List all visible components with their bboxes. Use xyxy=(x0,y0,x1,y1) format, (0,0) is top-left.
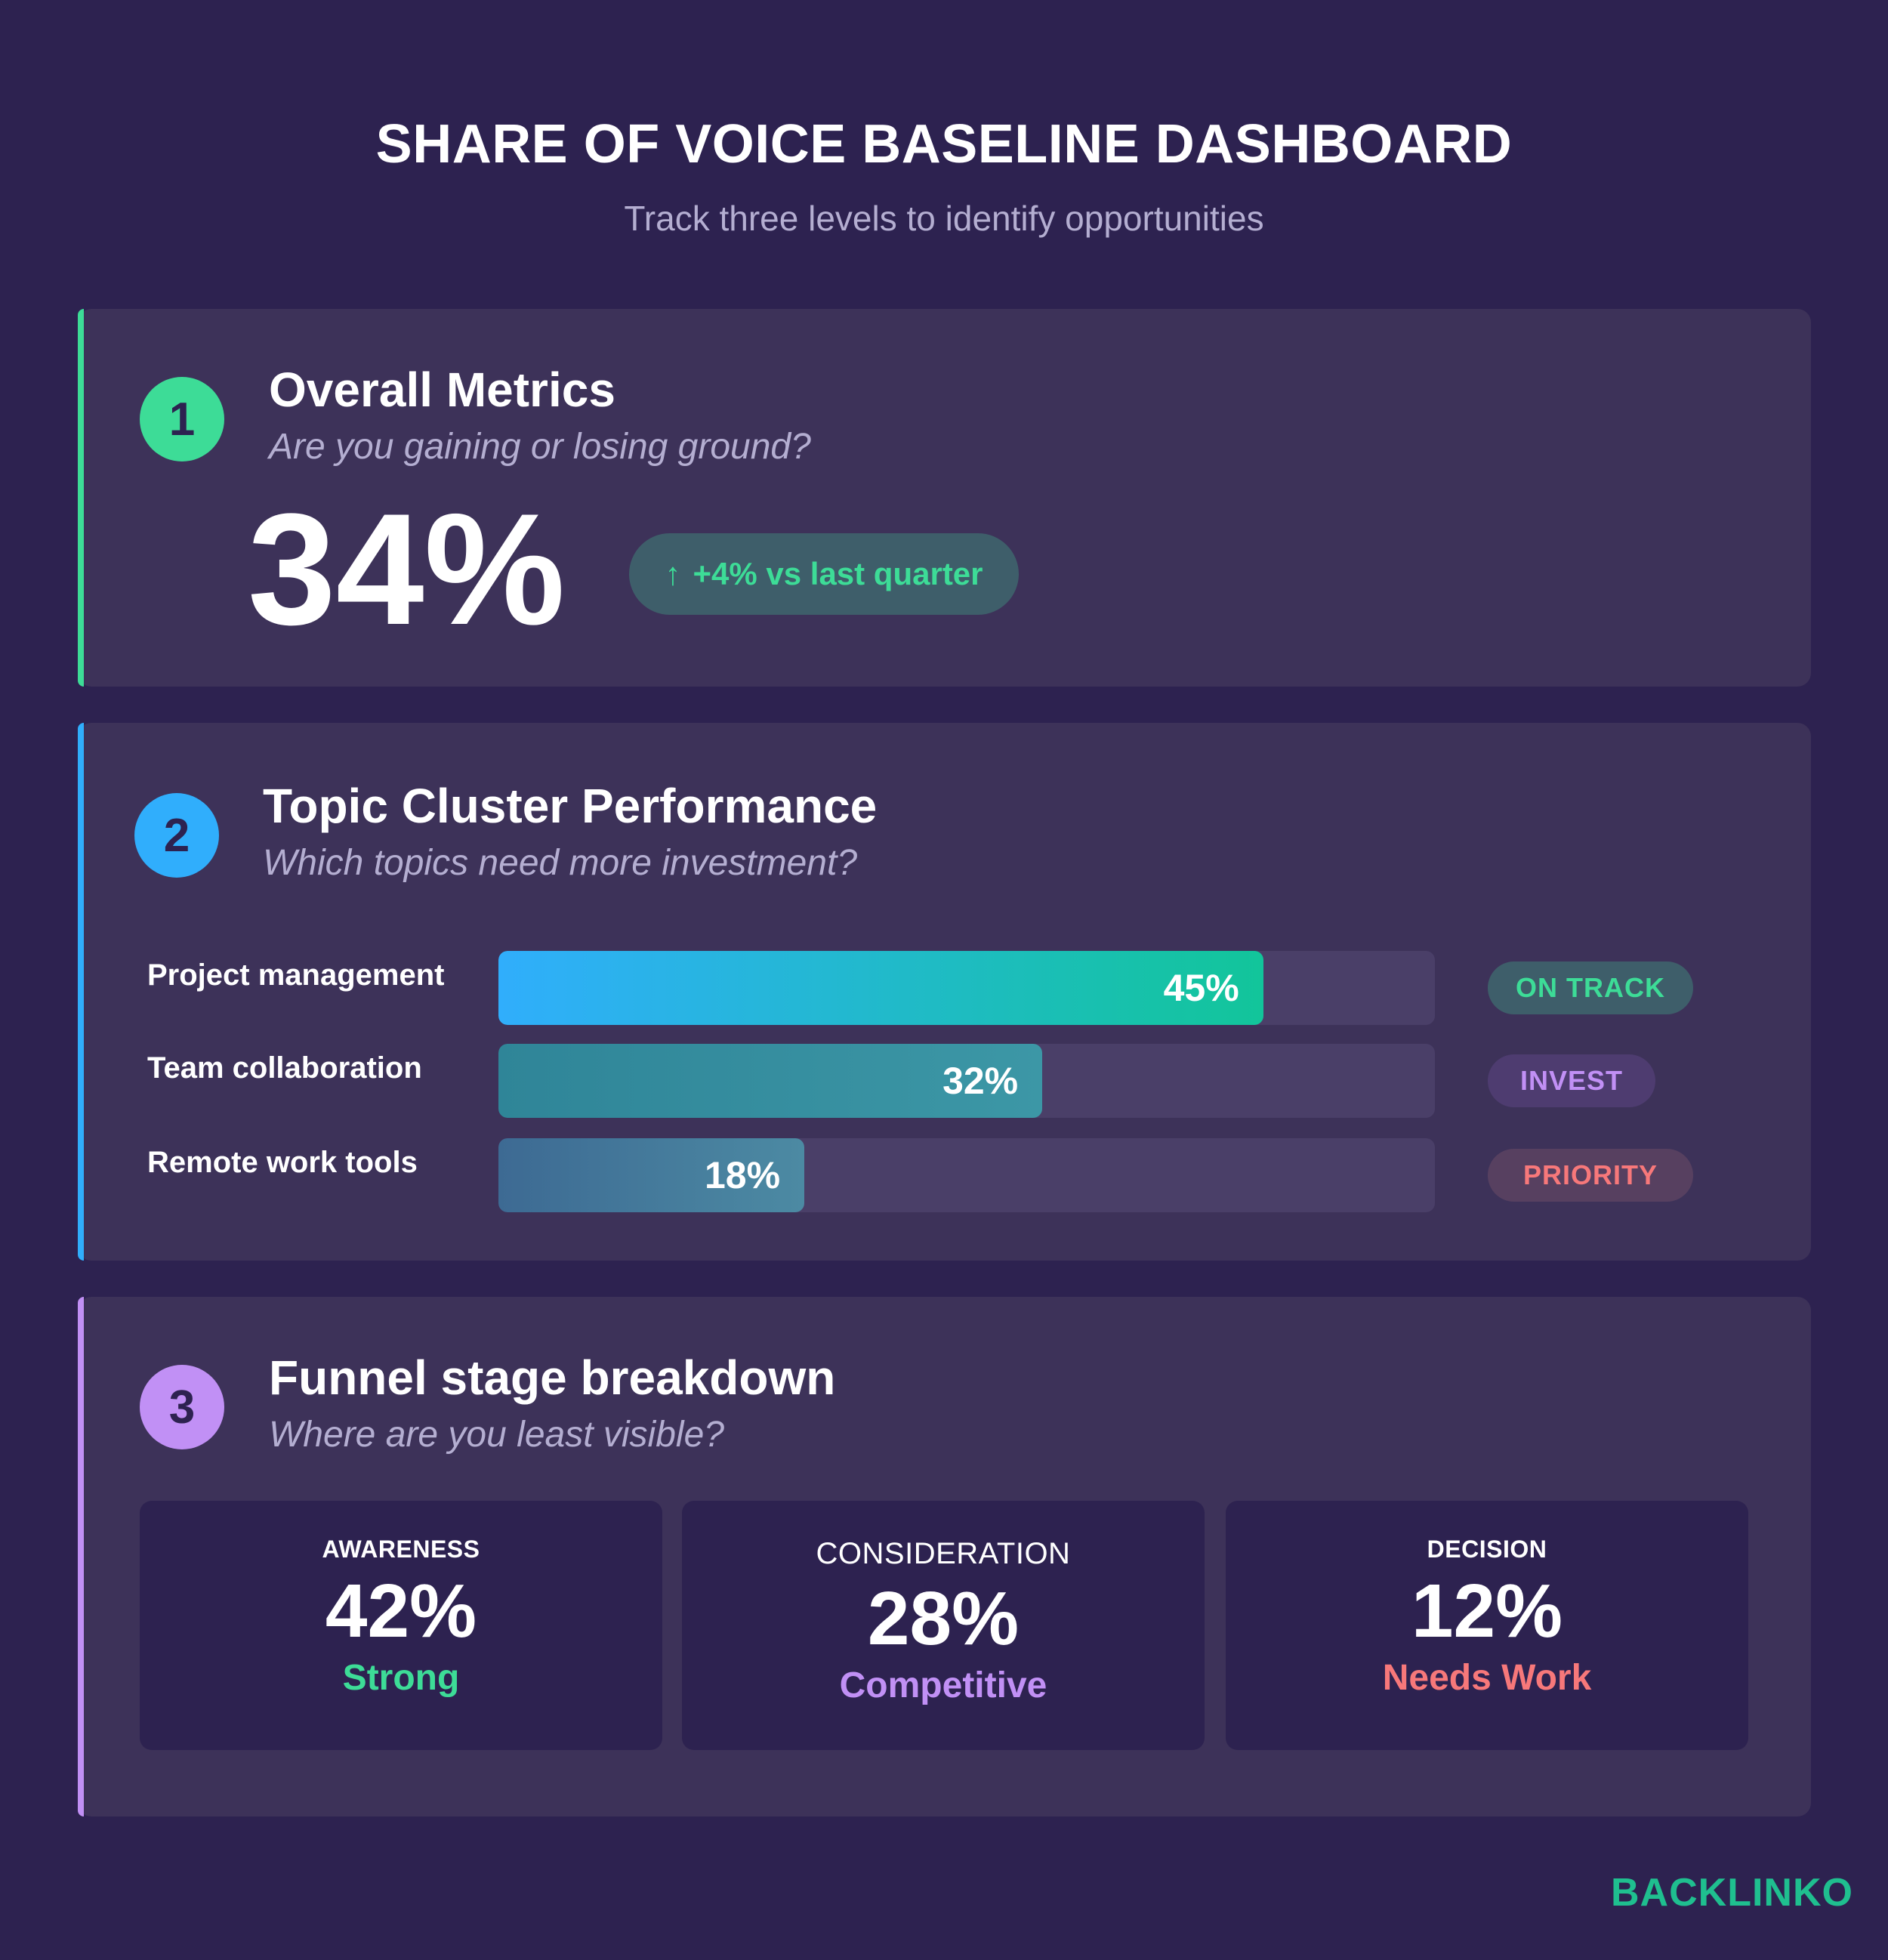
topic-bar-fill: 18% xyxy=(498,1138,805,1212)
funnel-stage-status: Needs Work xyxy=(1382,1658,1592,1698)
page-subtitle: Track three levels to identify opportuni… xyxy=(624,199,1264,238)
overall-metrics-title: Overall Metrics xyxy=(269,363,615,417)
funnel-stage-awareness: AWARENESS 42% Strong xyxy=(140,1501,662,1750)
topic-status-badge: INVEST xyxy=(1488,1054,1655,1107)
step-badge-2: 2 xyxy=(134,793,219,878)
topic-bar-fill: 45% xyxy=(498,951,1263,1025)
topic-label: Team collaboration xyxy=(147,1051,422,1085)
overall-share-value: 34% xyxy=(248,480,566,658)
funnel-stage-value: 42% xyxy=(325,1569,477,1653)
topic-bar-track: 45% xyxy=(498,951,1435,1025)
topic-cluster-question: Which topics need more investment? xyxy=(263,843,858,883)
topic-bar-fill: 32% xyxy=(498,1044,1043,1118)
topic-bar-value: 18% xyxy=(705,1154,781,1196)
funnel-stage-question: Where are you least visible? xyxy=(269,1415,724,1455)
quarter-change-text: +4% vs last quarter xyxy=(693,556,983,591)
topic-bar-value: 32% xyxy=(942,1060,1019,1102)
quarter-change-badge: ↑ +4% vs last quarter xyxy=(629,533,1019,615)
overall-metrics-question: Are you gaining or losing ground? xyxy=(269,427,811,467)
step-badge-1: 1 xyxy=(140,377,224,461)
topic-label: Project management xyxy=(147,958,445,992)
topic-bar-track: 18% xyxy=(498,1138,1435,1212)
topic-bar-value: 45% xyxy=(1163,967,1239,1009)
funnel-stage-label: CONSIDERATION xyxy=(816,1537,1071,1570)
step-badge-3: 3 xyxy=(140,1365,224,1449)
funnel-stage-status: Competitive xyxy=(839,1665,1047,1705)
funnel-stage-decision: DECISION 12% Needs Work xyxy=(1226,1501,1748,1750)
dashboard-header: SHARE OF VOICE BASELINE DASHBOARD Track … xyxy=(0,113,1888,239)
funnel-stage-value: 12% xyxy=(1411,1569,1563,1653)
backlinko-logo: BACKLINKO xyxy=(1611,1871,1853,1915)
topic-bar-track: 32% xyxy=(498,1044,1435,1118)
arrow-up-icon: ↑ xyxy=(665,556,681,591)
funnel-stage-title: Funnel stage breakdown xyxy=(269,1350,836,1405)
funnel-stage-card: 3 Funnel stage breakdown Where are you l… xyxy=(78,1297,1811,1816)
funnel-stage-status: Strong xyxy=(342,1658,460,1698)
topic-cluster-card: 2 Topic Cluster Performance Which topics… xyxy=(78,723,1811,1261)
funnel-stage-label: DECISION xyxy=(1427,1536,1547,1563)
topic-label: Remote work tools xyxy=(147,1146,418,1179)
overall-metrics-card: 1 Overall Metrics Are you gaining or los… xyxy=(78,309,1811,687)
topic-status-badge: ON TRACK xyxy=(1488,961,1693,1014)
topic-cluster-title: Topic Cluster Performance xyxy=(263,779,878,833)
funnel-stage-consideration: CONSIDERATION 28% Competitive xyxy=(682,1501,1205,1750)
page-title: SHARE OF VOICE BASELINE DASHBOARD xyxy=(375,114,1513,174)
topic-status-badge: PRIORITY xyxy=(1488,1149,1693,1202)
funnel-stage-label: AWARENESS xyxy=(322,1536,480,1563)
funnel-stage-value: 28% xyxy=(867,1576,1020,1661)
